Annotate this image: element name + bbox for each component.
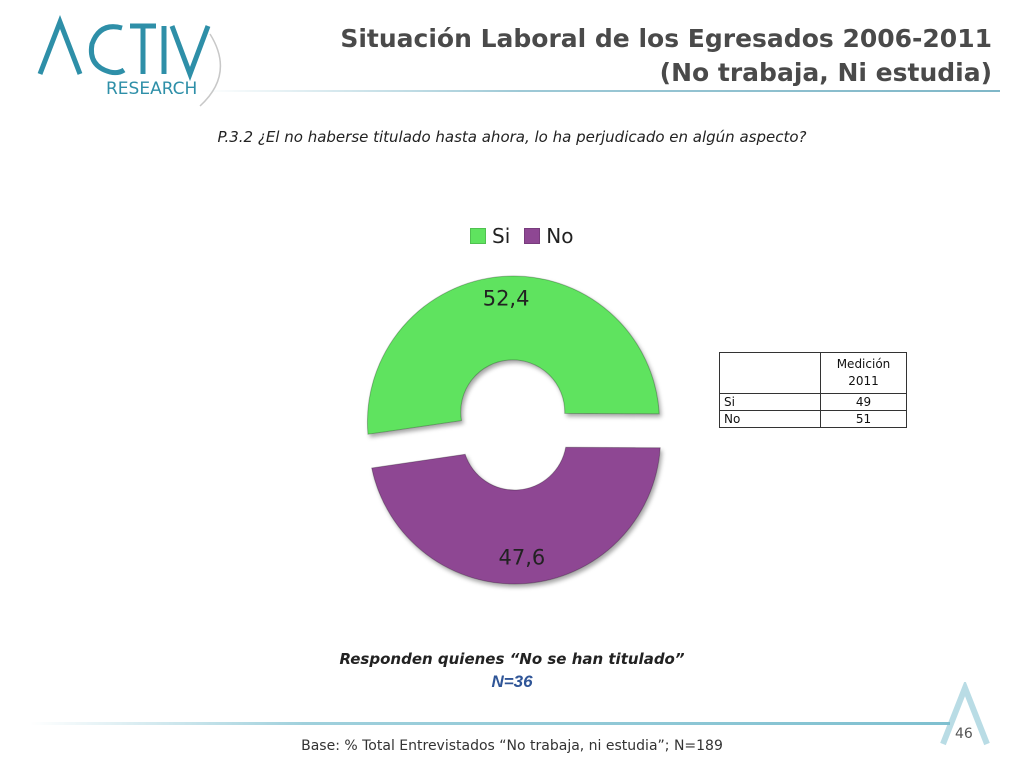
base-note: Base: % Total Entrevistados “No trabaja,… (301, 738, 723, 754)
activa-research-logo: RESEARCH (30, 14, 230, 114)
title-line-1: Situación Laboral de los Egresados 2006-… (340, 24, 992, 53)
table-row-value: 49 (820, 393, 907, 411)
table-header-blank (719, 352, 821, 394)
data-table: Medición 2011 Si 49 No 51 (719, 352, 907, 428)
data-label-no: 47,6 (499, 546, 546, 570)
legend-label-si: Si (492, 224, 511, 248)
doughnut-chart: 52,4 47,6 (340, 260, 700, 600)
chart-legend: Si No (470, 224, 587, 248)
title-underline (200, 90, 1000, 92)
doughnut-slice-si (366, 275, 660, 435)
respondents-note: Responden quienes “No se han titulado” (339, 650, 685, 668)
question-text: P.3.2 ¿El no haberse titulado hasta ahor… (217, 128, 807, 146)
table-row-label: No (719, 410, 821, 428)
legend-swatch-no (524, 228, 541, 244)
doughnut-slice-no (371, 446, 661, 585)
page-number: 46 (955, 726, 973, 742)
corner-logo (935, 682, 995, 752)
table-header-row: Medición 2011 (719, 352, 907, 394)
legend-item-si: Si (470, 224, 510, 248)
table-row: No 51 (719, 410, 907, 428)
table-row: Si 49 (719, 393, 907, 411)
page-title: Situación Laboral de los Egresados 2006-… (340, 22, 992, 90)
legend-label-no: No (546, 224, 574, 248)
data-label-si: 52,4 (483, 286, 530, 310)
footer-divider (30, 722, 950, 725)
table-row-value: 51 (820, 410, 907, 428)
legend-item-no: No (524, 224, 573, 248)
sample-size: N=36 (491, 672, 533, 691)
legend-swatch-si (470, 228, 486, 244)
table-row-label: Si (719, 393, 821, 411)
table-header-measure: Medición 2011 (820, 352, 907, 394)
logo-sub: RESEARCH (106, 79, 197, 99)
title-line-2: (No trabaja, Ni estudia) (659, 58, 992, 87)
